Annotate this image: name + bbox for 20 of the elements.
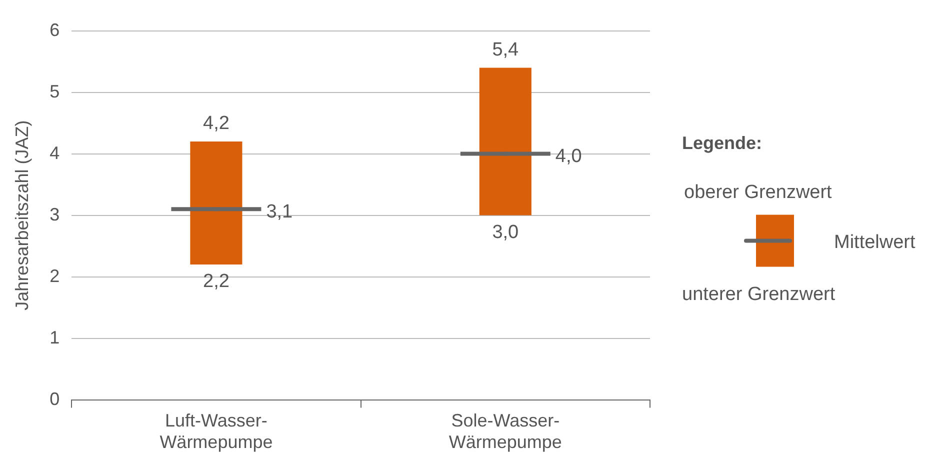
text: oberer Grenzwert — [684, 182, 833, 204]
annotation: 2,2 — [202, 271, 230, 292]
y-tick-label: 4 — [50, 142, 60, 163]
y-tick-label: 0 — [50, 388, 60, 409]
y-tick-label: 3 — [50, 204, 60, 224]
annotation: 4,2 — [202, 113, 230, 134]
annotation: 3,0 — [492, 222, 519, 244]
text: unterer Grenzwert — [682, 284, 836, 306]
y-axis-title: Jahresarbeitszahl (JAZ) — [12, 120, 32, 310]
annotation: 3,1 — [266, 201, 293, 222]
y-tick-label: 2 — [50, 266, 60, 286]
legend-title: Legende: — [682, 132, 762, 153]
x-tick-label: Luft-Wasser-Wärmepumpe — [160, 410, 273, 452]
y-tick-label: 6 — [50, 20, 60, 40]
legend-label: Mittelwert — [834, 232, 916, 254]
y-tick-label: 1 — [50, 327, 60, 348]
annotation: 5,4 — [492, 39, 520, 60]
x-tick-label: Sole-Wasser-Wärmepumpe — [448, 410, 562, 452]
y-tick-label: 5 — [50, 81, 60, 102]
annotation: 4,0 — [555, 146, 582, 168]
